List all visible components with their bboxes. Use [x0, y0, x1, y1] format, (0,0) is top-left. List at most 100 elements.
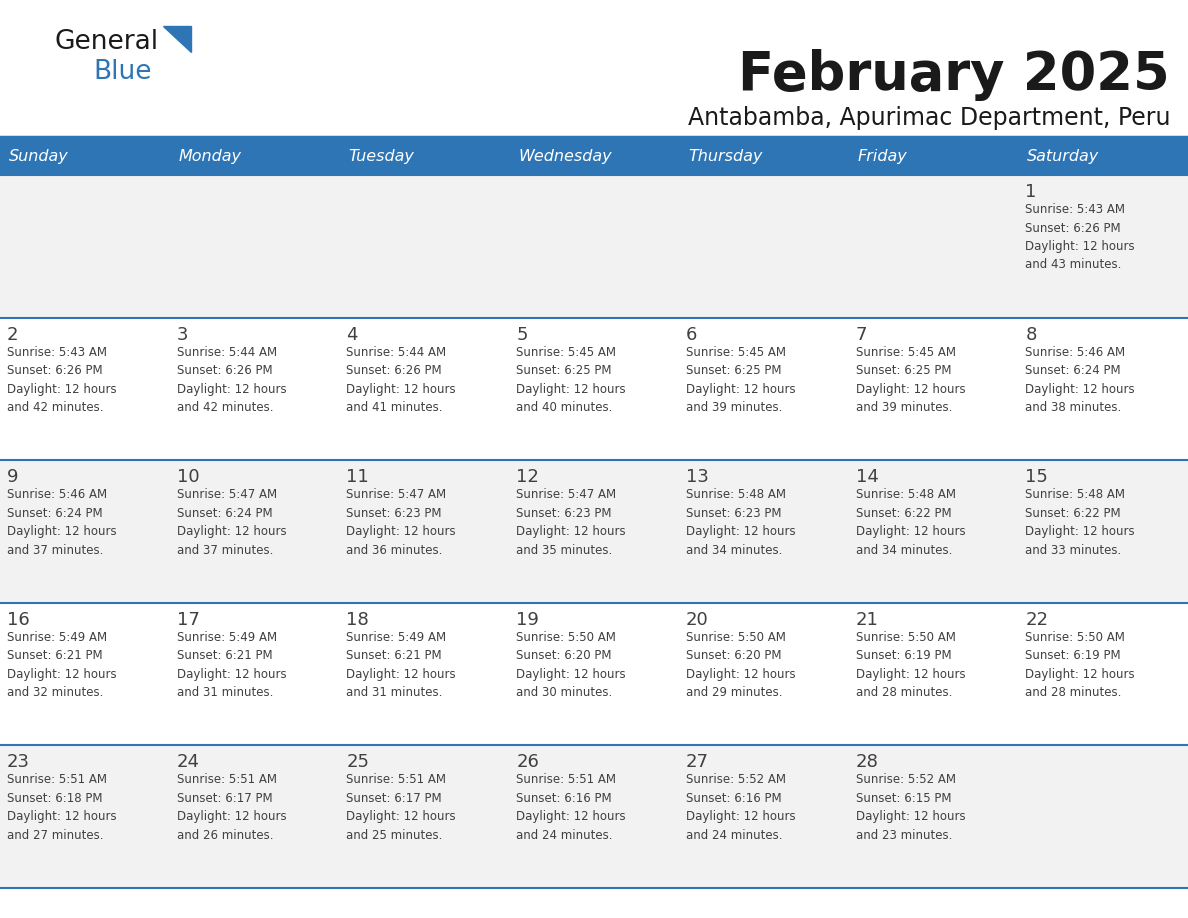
Bar	[1018, 603, 1188, 745]
Bar	[510, 318, 678, 460]
Text: 25: 25	[347, 754, 369, 771]
Text: Saturday: Saturday	[1028, 149, 1100, 163]
Text: 26: 26	[516, 754, 539, 771]
Text: 28: 28	[855, 754, 878, 771]
Text: 14: 14	[855, 468, 878, 487]
Text: Sunrise: 5:52 AM
Sunset: 6:15 PM
Daylight: 12 hours
and 23 minutes.: Sunrise: 5:52 AM Sunset: 6:15 PM Dayligh…	[855, 773, 965, 842]
Text: 18: 18	[347, 610, 369, 629]
Text: 13: 13	[685, 468, 709, 487]
Bar	[678, 175, 848, 318]
Bar	[170, 137, 340, 175]
Text: Sunrise: 5:46 AM
Sunset: 6:24 PM
Daylight: 12 hours
and 38 minutes.: Sunrise: 5:46 AM Sunset: 6:24 PM Dayligh…	[1025, 345, 1135, 414]
Text: 11: 11	[347, 468, 369, 487]
Text: Monday: Monday	[178, 149, 241, 163]
Text: Sunrise: 5:48 AM
Sunset: 6:23 PM
Daylight: 12 hours
and 34 minutes.: Sunrise: 5:48 AM Sunset: 6:23 PM Dayligh…	[685, 488, 796, 556]
Text: Sunrise: 5:46 AM
Sunset: 6:24 PM
Daylight: 12 hours
and 37 minutes.: Sunrise: 5:46 AM Sunset: 6:24 PM Dayligh…	[7, 488, 116, 556]
Bar	[1018, 175, 1188, 318]
Text: Sunrise: 5:50 AM
Sunset: 6:20 PM
Daylight: 12 hours
and 29 minutes.: Sunrise: 5:50 AM Sunset: 6:20 PM Dayligh…	[685, 631, 796, 700]
Text: 6: 6	[685, 326, 697, 343]
Text: 12: 12	[516, 468, 539, 487]
Text: Antabamba, Apurimac Department, Peru: Antabamba, Apurimac Department, Peru	[688, 106, 1170, 130]
Bar	[848, 175, 1018, 318]
Bar	[678, 745, 848, 888]
Text: 2: 2	[7, 326, 19, 343]
Text: 7: 7	[855, 326, 867, 343]
Text: 22: 22	[1025, 610, 1048, 629]
Bar	[1018, 318, 1188, 460]
Text: Sunrise: 5:44 AM
Sunset: 6:26 PM
Daylight: 12 hours
and 41 minutes.: Sunrise: 5:44 AM Sunset: 6:26 PM Dayligh…	[347, 345, 456, 414]
Text: Sunrise: 5:45 AM
Sunset: 6:25 PM
Daylight: 12 hours
and 39 minutes.: Sunrise: 5:45 AM Sunset: 6:25 PM Dayligh…	[685, 345, 796, 414]
Bar	[340, 603, 510, 745]
Bar	[170, 745, 340, 888]
Bar	[0, 137, 170, 175]
Text: Sunrise: 5:49 AM
Sunset: 6:21 PM
Daylight: 12 hours
and 32 minutes.: Sunrise: 5:49 AM Sunset: 6:21 PM Dayligh…	[7, 631, 116, 700]
Text: Sunrise: 5:51 AM
Sunset: 6:17 PM
Daylight: 12 hours
and 26 minutes.: Sunrise: 5:51 AM Sunset: 6:17 PM Dayligh…	[177, 773, 286, 842]
Text: 8: 8	[1025, 326, 1037, 343]
Bar	[0, 175, 170, 318]
Polygon shape	[163, 26, 191, 52]
Text: Sunrise: 5:51 AM
Sunset: 6:17 PM
Daylight: 12 hours
and 25 minutes.: Sunrise: 5:51 AM Sunset: 6:17 PM Dayligh…	[347, 773, 456, 842]
Bar	[678, 137, 848, 175]
Text: 24: 24	[177, 754, 200, 771]
Bar	[848, 603, 1018, 745]
Bar	[510, 603, 678, 745]
Bar	[340, 460, 510, 603]
Bar	[170, 318, 340, 460]
Bar	[0, 460, 170, 603]
Text: Sunrise: 5:47 AM
Sunset: 6:23 PM
Daylight: 12 hours
and 36 minutes.: Sunrise: 5:47 AM Sunset: 6:23 PM Dayligh…	[347, 488, 456, 556]
Bar	[510, 137, 678, 175]
Text: 9: 9	[7, 468, 19, 487]
Text: Sunrise: 5:50 AM
Sunset: 6:20 PM
Daylight: 12 hours
and 30 minutes.: Sunrise: 5:50 AM Sunset: 6:20 PM Dayligh…	[516, 631, 626, 700]
Bar	[848, 460, 1018, 603]
Text: Sunrise: 5:51 AM
Sunset: 6:18 PM
Daylight: 12 hours
and 27 minutes.: Sunrise: 5:51 AM Sunset: 6:18 PM Dayligh…	[7, 773, 116, 842]
Text: 23: 23	[7, 754, 30, 771]
Bar	[1018, 137, 1188, 175]
Bar	[0, 603, 170, 745]
Text: Sunrise: 5:50 AM
Sunset: 6:19 PM
Daylight: 12 hours
and 28 minutes.: Sunrise: 5:50 AM Sunset: 6:19 PM Dayligh…	[855, 631, 965, 700]
Bar	[678, 318, 848, 460]
Text: 1: 1	[1025, 183, 1037, 201]
Text: Wednesday: Wednesday	[518, 149, 612, 163]
Text: Sunrise: 5:49 AM
Sunset: 6:21 PM
Daylight: 12 hours
and 31 minutes.: Sunrise: 5:49 AM Sunset: 6:21 PM Dayligh…	[347, 631, 456, 700]
Bar	[510, 460, 678, 603]
Text: Thursday: Thursday	[688, 149, 763, 163]
Bar	[340, 175, 510, 318]
Bar	[678, 603, 848, 745]
Bar	[170, 603, 340, 745]
Text: Sunrise: 5:44 AM
Sunset: 6:26 PM
Daylight: 12 hours
and 42 minutes.: Sunrise: 5:44 AM Sunset: 6:26 PM Dayligh…	[177, 345, 286, 414]
Bar	[510, 745, 678, 888]
Text: Sunday: Sunday	[10, 149, 69, 163]
Text: Tuesday: Tuesday	[348, 149, 415, 163]
Text: 21: 21	[855, 610, 878, 629]
Text: 3: 3	[177, 326, 188, 343]
Text: Friday: Friday	[858, 149, 908, 163]
Bar	[170, 175, 340, 318]
Bar	[678, 460, 848, 603]
Text: Sunrise: 5:45 AM
Sunset: 6:25 PM
Daylight: 12 hours
and 39 minutes.: Sunrise: 5:45 AM Sunset: 6:25 PM Dayligh…	[855, 345, 965, 414]
Text: Sunrise: 5:43 AM
Sunset: 6:26 PM
Daylight: 12 hours
and 43 minutes.: Sunrise: 5:43 AM Sunset: 6:26 PM Dayligh…	[1025, 203, 1135, 272]
Bar	[848, 318, 1018, 460]
Bar	[340, 318, 510, 460]
Text: Sunrise: 5:47 AM
Sunset: 6:23 PM
Daylight: 12 hours
and 35 minutes.: Sunrise: 5:47 AM Sunset: 6:23 PM Dayligh…	[516, 488, 626, 556]
Text: 15: 15	[1025, 468, 1048, 487]
Text: 5: 5	[516, 326, 527, 343]
Text: 20: 20	[685, 610, 708, 629]
Text: Blue: Blue	[93, 59, 152, 85]
Text: 19: 19	[516, 610, 539, 629]
Text: 16: 16	[7, 610, 30, 629]
Text: Sunrise: 5:43 AM
Sunset: 6:26 PM
Daylight: 12 hours
and 42 minutes.: Sunrise: 5:43 AM Sunset: 6:26 PM Dayligh…	[7, 345, 116, 414]
Text: 10: 10	[177, 468, 200, 487]
Bar	[0, 745, 170, 888]
Bar	[0, 318, 170, 460]
Bar	[340, 137, 510, 175]
Text: Sunrise: 5:48 AM
Sunset: 6:22 PM
Daylight: 12 hours
and 34 minutes.: Sunrise: 5:48 AM Sunset: 6:22 PM Dayligh…	[855, 488, 965, 556]
Text: Sunrise: 5:47 AM
Sunset: 6:24 PM
Daylight: 12 hours
and 37 minutes.: Sunrise: 5:47 AM Sunset: 6:24 PM Dayligh…	[177, 488, 286, 556]
Text: 4: 4	[347, 326, 358, 343]
Text: 27: 27	[685, 754, 709, 771]
Bar	[510, 175, 678, 318]
Bar	[848, 137, 1018, 175]
Text: Sunrise: 5:50 AM
Sunset: 6:19 PM
Daylight: 12 hours
and 28 minutes.: Sunrise: 5:50 AM Sunset: 6:19 PM Dayligh…	[1025, 631, 1135, 700]
Bar	[340, 745, 510, 888]
Bar	[1018, 745, 1188, 888]
Text: General: General	[55, 29, 159, 55]
